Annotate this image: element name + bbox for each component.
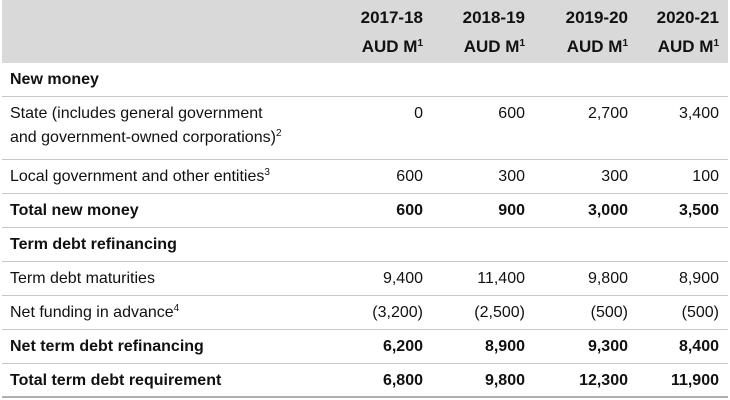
- row-label: Net funding in advance4: [2, 295, 332, 330]
- row-label: Total new money: [2, 193, 332, 228]
- cell-value: 900: [432, 193, 534, 228]
- column-header-2017-18: 2017-18 AUD M1: [360, 7, 423, 56]
- table-row-local-government: Local government and other entities3 600…: [2, 159, 728, 194]
- row-label: Total term debt requirement: [2, 363, 332, 398]
- row-label: State (includes general government and g…: [2, 96, 332, 160]
- cell-value: 3,000: [534, 193, 637, 228]
- table-row-net-funding-in-advance: Net funding in advance4 (3,200) (2,500) …: [2, 295, 728, 330]
- section-row-term-debt-refinancing: Term debt refinancing: [2, 227, 728, 262]
- header-blank-cell: [2, 0, 332, 63]
- cell-value: 3,500: [637, 193, 728, 228]
- cell-value: 9,400: [332, 261, 432, 296]
- cell-value: (500): [637, 295, 728, 330]
- cell-value: 3,400: [637, 96, 728, 160]
- table-row-total-term-debt-requirement: Total term debt requirement 6,800 9,800 …: [2, 363, 728, 398]
- cell-value: 300: [432, 159, 534, 194]
- section-heading: Term debt refinancing: [2, 227, 728, 262]
- cell-value: 9,800: [534, 261, 637, 296]
- cell-value: (500): [534, 295, 637, 330]
- column-header-2018-19: 2018-19 AUD M1: [462, 7, 525, 56]
- table-row-term-debt-maturities: Term debt maturities 9,400 11,400 9,800 …: [2, 261, 728, 296]
- table-row-total-new-money: Total new money 600 900 3,000 3,500: [2, 193, 728, 228]
- table-header: 2017-18 AUD M1 2018-19 AUD M1 2019-20 AU…: [2, 0, 728, 63]
- row-label: Term debt maturities: [2, 261, 332, 296]
- cell-value: 8,400: [637, 329, 728, 364]
- row-label: Local government and other entities3: [2, 159, 332, 194]
- cell-value: 8,900: [432, 329, 534, 364]
- section-heading: New money: [2, 63, 728, 97]
- cell-value: 6,200: [332, 329, 432, 364]
- column-header-2019-20: 2019-20 AUD M1: [565, 7, 628, 56]
- row-label: Net term debt refinancing: [2, 329, 332, 364]
- cell-value: 0: [332, 96, 432, 160]
- cell-value: (2,500): [432, 295, 534, 330]
- cell-value: 9,800: [432, 363, 534, 398]
- cell-value: 300: [534, 159, 637, 194]
- cell-value: 100: [637, 159, 728, 194]
- cell-value: 600: [432, 96, 534, 160]
- cell-value: 11,400: [432, 261, 534, 296]
- cell-value: 9,300: [534, 329, 637, 364]
- cell-value: 6,800: [332, 363, 432, 398]
- cell-value: 2,700: [534, 96, 637, 160]
- cell-value: (3,200): [332, 295, 432, 330]
- cell-value: 600: [332, 159, 432, 194]
- table-row-state: State (includes general government and g…: [2, 96, 728, 160]
- cell-value: 12,300: [534, 363, 637, 398]
- section-row-new-money: New money: [2, 63, 728, 97]
- table-row-net-term-debt-refinancing: Net term debt refinancing 6,200 8,900 9,…: [2, 329, 728, 364]
- cell-value: 11,900: [637, 363, 728, 398]
- cell-value: 600: [332, 193, 432, 228]
- cell-value: 8,900: [637, 261, 728, 296]
- column-header-2020-21: 2020-21 AUD M1: [656, 7, 719, 56]
